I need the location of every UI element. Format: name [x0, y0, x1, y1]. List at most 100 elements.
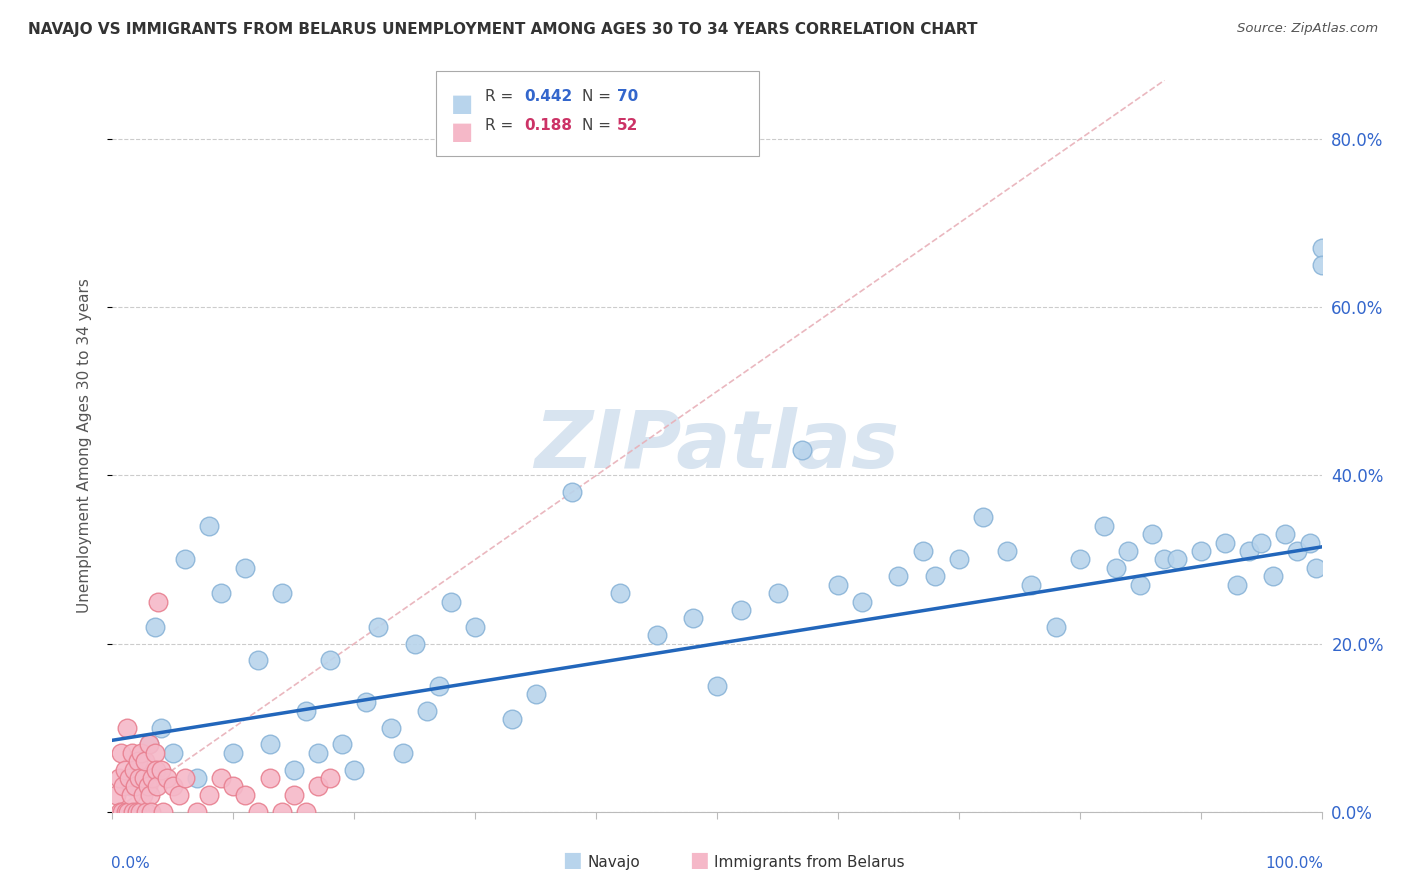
Point [924, 569, 946, 583]
Text: Navajo: Navajo [588, 855, 641, 870]
Point [1305, 561, 1327, 575]
Point [307, 780, 329, 794]
Point [416, 704, 439, 718]
Point [143, 746, 166, 760]
Point [222, 780, 245, 794]
Point [948, 552, 970, 566]
Point [561, 485, 583, 500]
Point [524, 687, 547, 701]
Point [464, 620, 486, 634]
Point [1166, 552, 1188, 566]
Point [112, 780, 135, 794]
Text: 70: 70 [617, 89, 638, 104]
Point [1263, 569, 1285, 583]
Point [1226, 578, 1249, 592]
Text: ■: ■ [689, 850, 709, 870]
Point [887, 569, 910, 583]
Point [118, 771, 141, 785]
Point [198, 519, 221, 533]
Y-axis label: Unemployment Among Ages 30 to 34 years: Unemployment Among Ages 30 to 34 years [77, 278, 91, 614]
Point [148, 594, 170, 608]
Point [295, 704, 318, 718]
Point [270, 805, 292, 819]
Point [246, 805, 269, 819]
Text: Source: ZipAtlas.com: Source: ZipAtlas.com [1237, 22, 1378, 36]
Text: Immigrants from Belarus: Immigrants from Belarus [714, 855, 905, 870]
Text: ■: ■ [451, 92, 474, 116]
Point [356, 695, 378, 709]
Point [235, 561, 257, 575]
Point [209, 771, 232, 785]
Point [145, 763, 167, 777]
Point [198, 788, 221, 802]
Point [146, 780, 169, 794]
Point [141, 805, 163, 819]
Point [682, 611, 704, 625]
Text: ZIPatlas: ZIPatlas [534, 407, 900, 485]
Point [330, 738, 353, 752]
Point [115, 721, 138, 735]
Point [222, 746, 245, 760]
Point [149, 763, 172, 777]
Point [283, 763, 305, 777]
Point [404, 636, 426, 650]
Text: 100.0%: 100.0% [1265, 855, 1323, 871]
Point [209, 586, 232, 600]
Point [1286, 544, 1309, 558]
Point [138, 738, 160, 752]
Point [129, 805, 152, 819]
Point [135, 805, 157, 819]
Point [114, 763, 136, 777]
Point [270, 586, 292, 600]
Point [367, 620, 389, 634]
Point [1069, 552, 1091, 566]
Point [1310, 258, 1333, 272]
Point [152, 805, 174, 819]
Point [120, 788, 142, 802]
Point [706, 679, 728, 693]
Point [1189, 544, 1212, 558]
Point [162, 780, 184, 794]
Point [105, 788, 128, 802]
Text: N =: N = [582, 118, 616, 133]
Point [162, 746, 184, 760]
Point [167, 788, 190, 802]
Text: R =: R = [485, 89, 519, 104]
Text: 0.0%: 0.0% [111, 855, 150, 871]
Point [766, 586, 789, 600]
Point [730, 603, 752, 617]
Point [851, 594, 873, 608]
Point [128, 771, 150, 785]
Point [120, 780, 142, 794]
Text: ■: ■ [451, 120, 474, 145]
Point [995, 544, 1018, 558]
Point [174, 771, 197, 785]
Point [149, 721, 172, 735]
Point [134, 754, 156, 768]
Point [127, 754, 149, 768]
Point [1237, 544, 1260, 558]
Point [131, 746, 153, 760]
Text: 0.442: 0.442 [524, 89, 572, 104]
Point [143, 620, 166, 634]
Point [1213, 535, 1236, 549]
Point [235, 788, 257, 802]
Point [1021, 578, 1043, 592]
Point [1250, 535, 1272, 549]
Point [295, 805, 318, 819]
Point [1142, 527, 1164, 541]
Point [1274, 527, 1296, 541]
Point [319, 653, 342, 667]
Point [122, 805, 145, 819]
Point [343, 763, 366, 777]
Point [440, 594, 463, 608]
Point [1045, 620, 1067, 634]
Point [186, 771, 208, 785]
Point [609, 586, 631, 600]
Point [122, 763, 145, 777]
Point [1153, 552, 1175, 566]
Point [108, 805, 131, 819]
Point [174, 552, 197, 566]
Point [259, 771, 281, 785]
Point [972, 510, 994, 524]
